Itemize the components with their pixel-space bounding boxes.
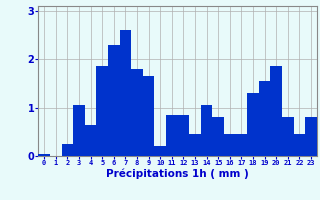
Bar bbox=[108, 45, 120, 156]
Bar bbox=[294, 134, 305, 156]
Bar bbox=[155, 146, 166, 156]
Bar bbox=[270, 66, 282, 156]
Bar bbox=[236, 134, 247, 156]
Bar bbox=[166, 115, 178, 156]
Bar bbox=[282, 117, 294, 156]
Bar bbox=[247, 93, 259, 156]
Bar bbox=[120, 30, 131, 156]
Bar bbox=[38, 154, 50, 156]
Bar bbox=[259, 81, 270, 156]
Bar bbox=[96, 66, 108, 156]
Bar bbox=[73, 105, 85, 156]
Bar bbox=[85, 125, 96, 156]
Bar bbox=[224, 134, 236, 156]
Bar bbox=[201, 105, 212, 156]
X-axis label: Précipitations 1h ( mm ): Précipitations 1h ( mm ) bbox=[106, 169, 249, 179]
Bar bbox=[305, 117, 317, 156]
Bar bbox=[131, 69, 143, 156]
Bar bbox=[212, 117, 224, 156]
Bar bbox=[62, 144, 73, 156]
Bar bbox=[189, 134, 201, 156]
Bar bbox=[178, 115, 189, 156]
Bar bbox=[143, 76, 155, 156]
